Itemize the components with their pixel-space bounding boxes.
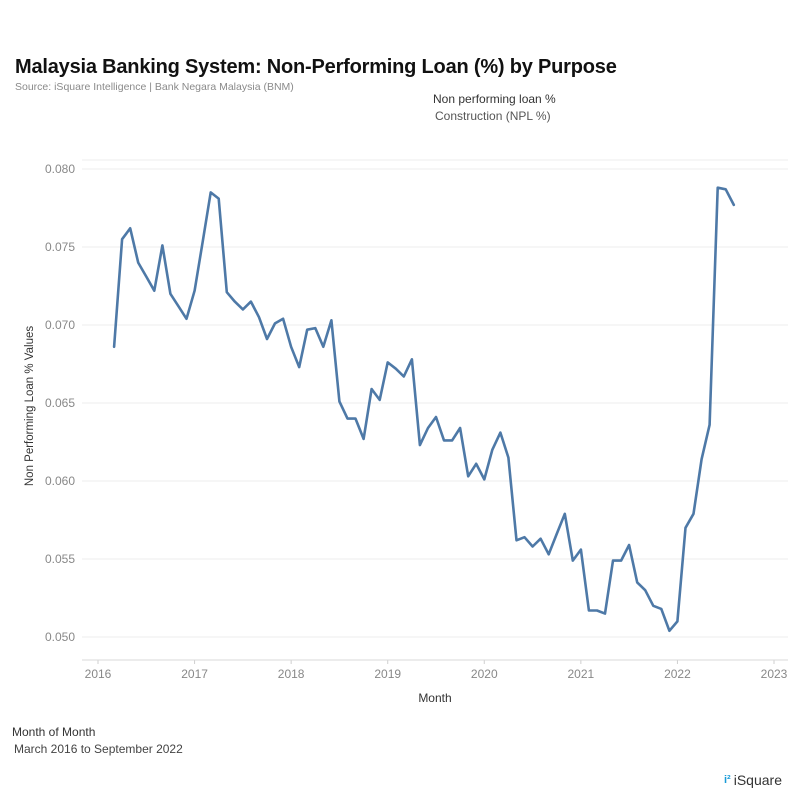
filter-value[interactable]: March 2016 to September 2022 [14, 742, 183, 756]
x-axis-ticks: 2016 2017 2018 2019 2020 2021 2022 2023 [85, 660, 788, 681]
x-tick-label: 2017 [181, 667, 208, 681]
filter-label: Month of Month [12, 725, 96, 739]
page-title: Malaysia Banking System: Non-Performing … [15, 56, 617, 78]
series-line-construction[interactable] [112, 186, 736, 633]
y-axis-label: Non Performing Loan % Values [24, 326, 36, 486]
logo-text: iSquare [733, 772, 782, 788]
x-tick-label: 2022 [664, 667, 691, 681]
source-note: Source: iSquare Intelligence | Bank Nega… [15, 81, 294, 93]
x-tick-label: 2016 [85, 667, 112, 681]
x-tick-label: 2019 [374, 667, 401, 681]
y-tick-label: 0.065 [45, 396, 75, 410]
y-tick-label: 0.075 [45, 240, 75, 254]
y-tick-label: 0.060 [45, 474, 75, 488]
legend-title: Non performing loan % [433, 92, 556, 106]
series-layer [112, 186, 736, 633]
brand-logo[interactable]: i² iSquare [724, 772, 782, 788]
y-tick-label: 0.070 [45, 318, 75, 332]
legend-item-construction[interactable]: Construction (NPL %) [435, 109, 551, 123]
y-tick-label: 0.080 [45, 162, 75, 176]
chart-grid [82, 159, 788, 638]
isquare-logo-icon: i² [724, 773, 731, 786]
x-axis-label: Month [418, 691, 451, 705]
x-tick-label: 2023 [761, 667, 788, 681]
x-tick-label: 2018 [278, 667, 305, 681]
x-tick-label: 2021 [568, 667, 595, 681]
y-tick-label: 0.055 [45, 552, 75, 566]
x-tick-label: 2020 [471, 667, 498, 681]
y-tick-label: 0.050 [45, 630, 75, 644]
y-axis-ticks: 0.050 0.055 0.060 0.065 0.070 0.075 0.080 [45, 162, 75, 644]
